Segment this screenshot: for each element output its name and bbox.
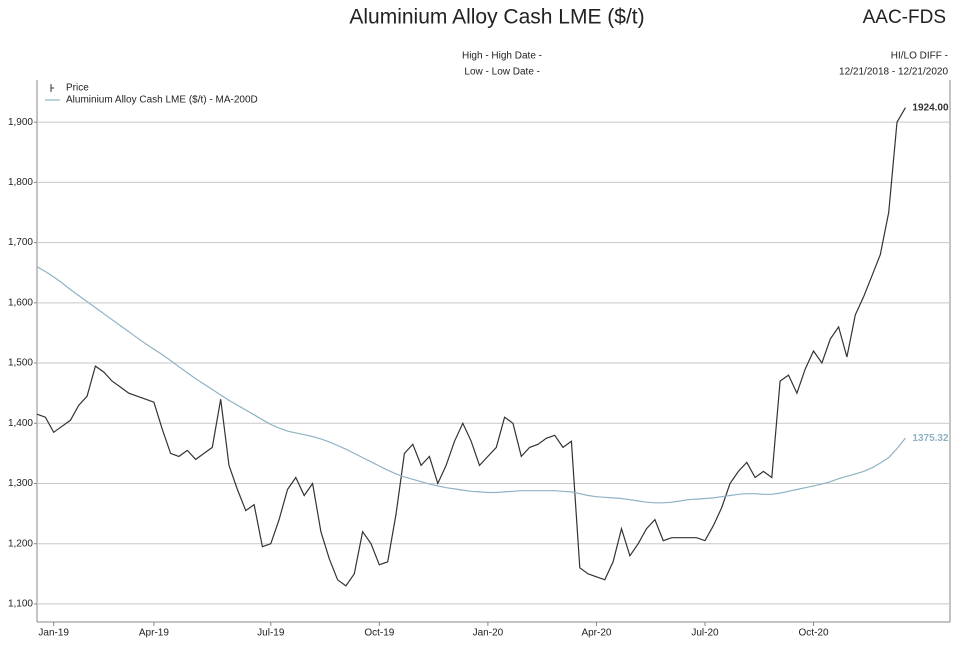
header-high: High - High Date - <box>462 51 542 62</box>
symbol: AAC-FDS <box>863 7 946 28</box>
x-tick-label: Apr-19 <box>139 628 169 639</box>
y-tick-label: 1,100 <box>8 599 33 610</box>
y-tick-label: 1,400 <box>8 418 33 429</box>
y-tick-label: 1,500 <box>8 358 33 369</box>
x-tick-label: Apr-20 <box>581 628 611 639</box>
y-tick-label: 1,800 <box>8 177 33 188</box>
x-tick-label: Oct-20 <box>799 628 829 639</box>
y-tick-label: 1,600 <box>8 297 33 308</box>
line-series <box>36 107 906 587</box>
y-tick-label: 1,700 <box>8 237 33 248</box>
x-tick-label: Jan-19 <box>38 628 69 639</box>
x-tick-label: Oct-19 <box>364 628 394 639</box>
header-low: Low - Low Date - <box>464 67 540 78</box>
x-tick-label: Jul-19 <box>257 628 285 639</box>
chart-title: Aluminium Alloy Cash LME ($/t) <box>349 6 644 29</box>
header-range: 12/21/2018 - 12/21/2020 <box>839 67 948 78</box>
value-label: 1924.00 <box>912 102 949 113</box>
x-tick-label: Jul-20 <box>691 628 719 639</box>
x-tick-label: Jan-20 <box>473 628 504 639</box>
legend-label: Aluminium Alloy Cash LME ($/t) - MA-200D <box>66 95 258 106</box>
y-tick-label: 1,200 <box>8 538 33 549</box>
legend-label: Price <box>66 83 89 94</box>
y-tick-label: 1,300 <box>8 478 33 489</box>
value-label: 1375.32 <box>912 433 949 444</box>
y-tick-label: 1,900 <box>8 117 33 128</box>
header-diff: HI/LO DIFF - <box>891 51 948 62</box>
line-series <box>36 266 906 504</box>
